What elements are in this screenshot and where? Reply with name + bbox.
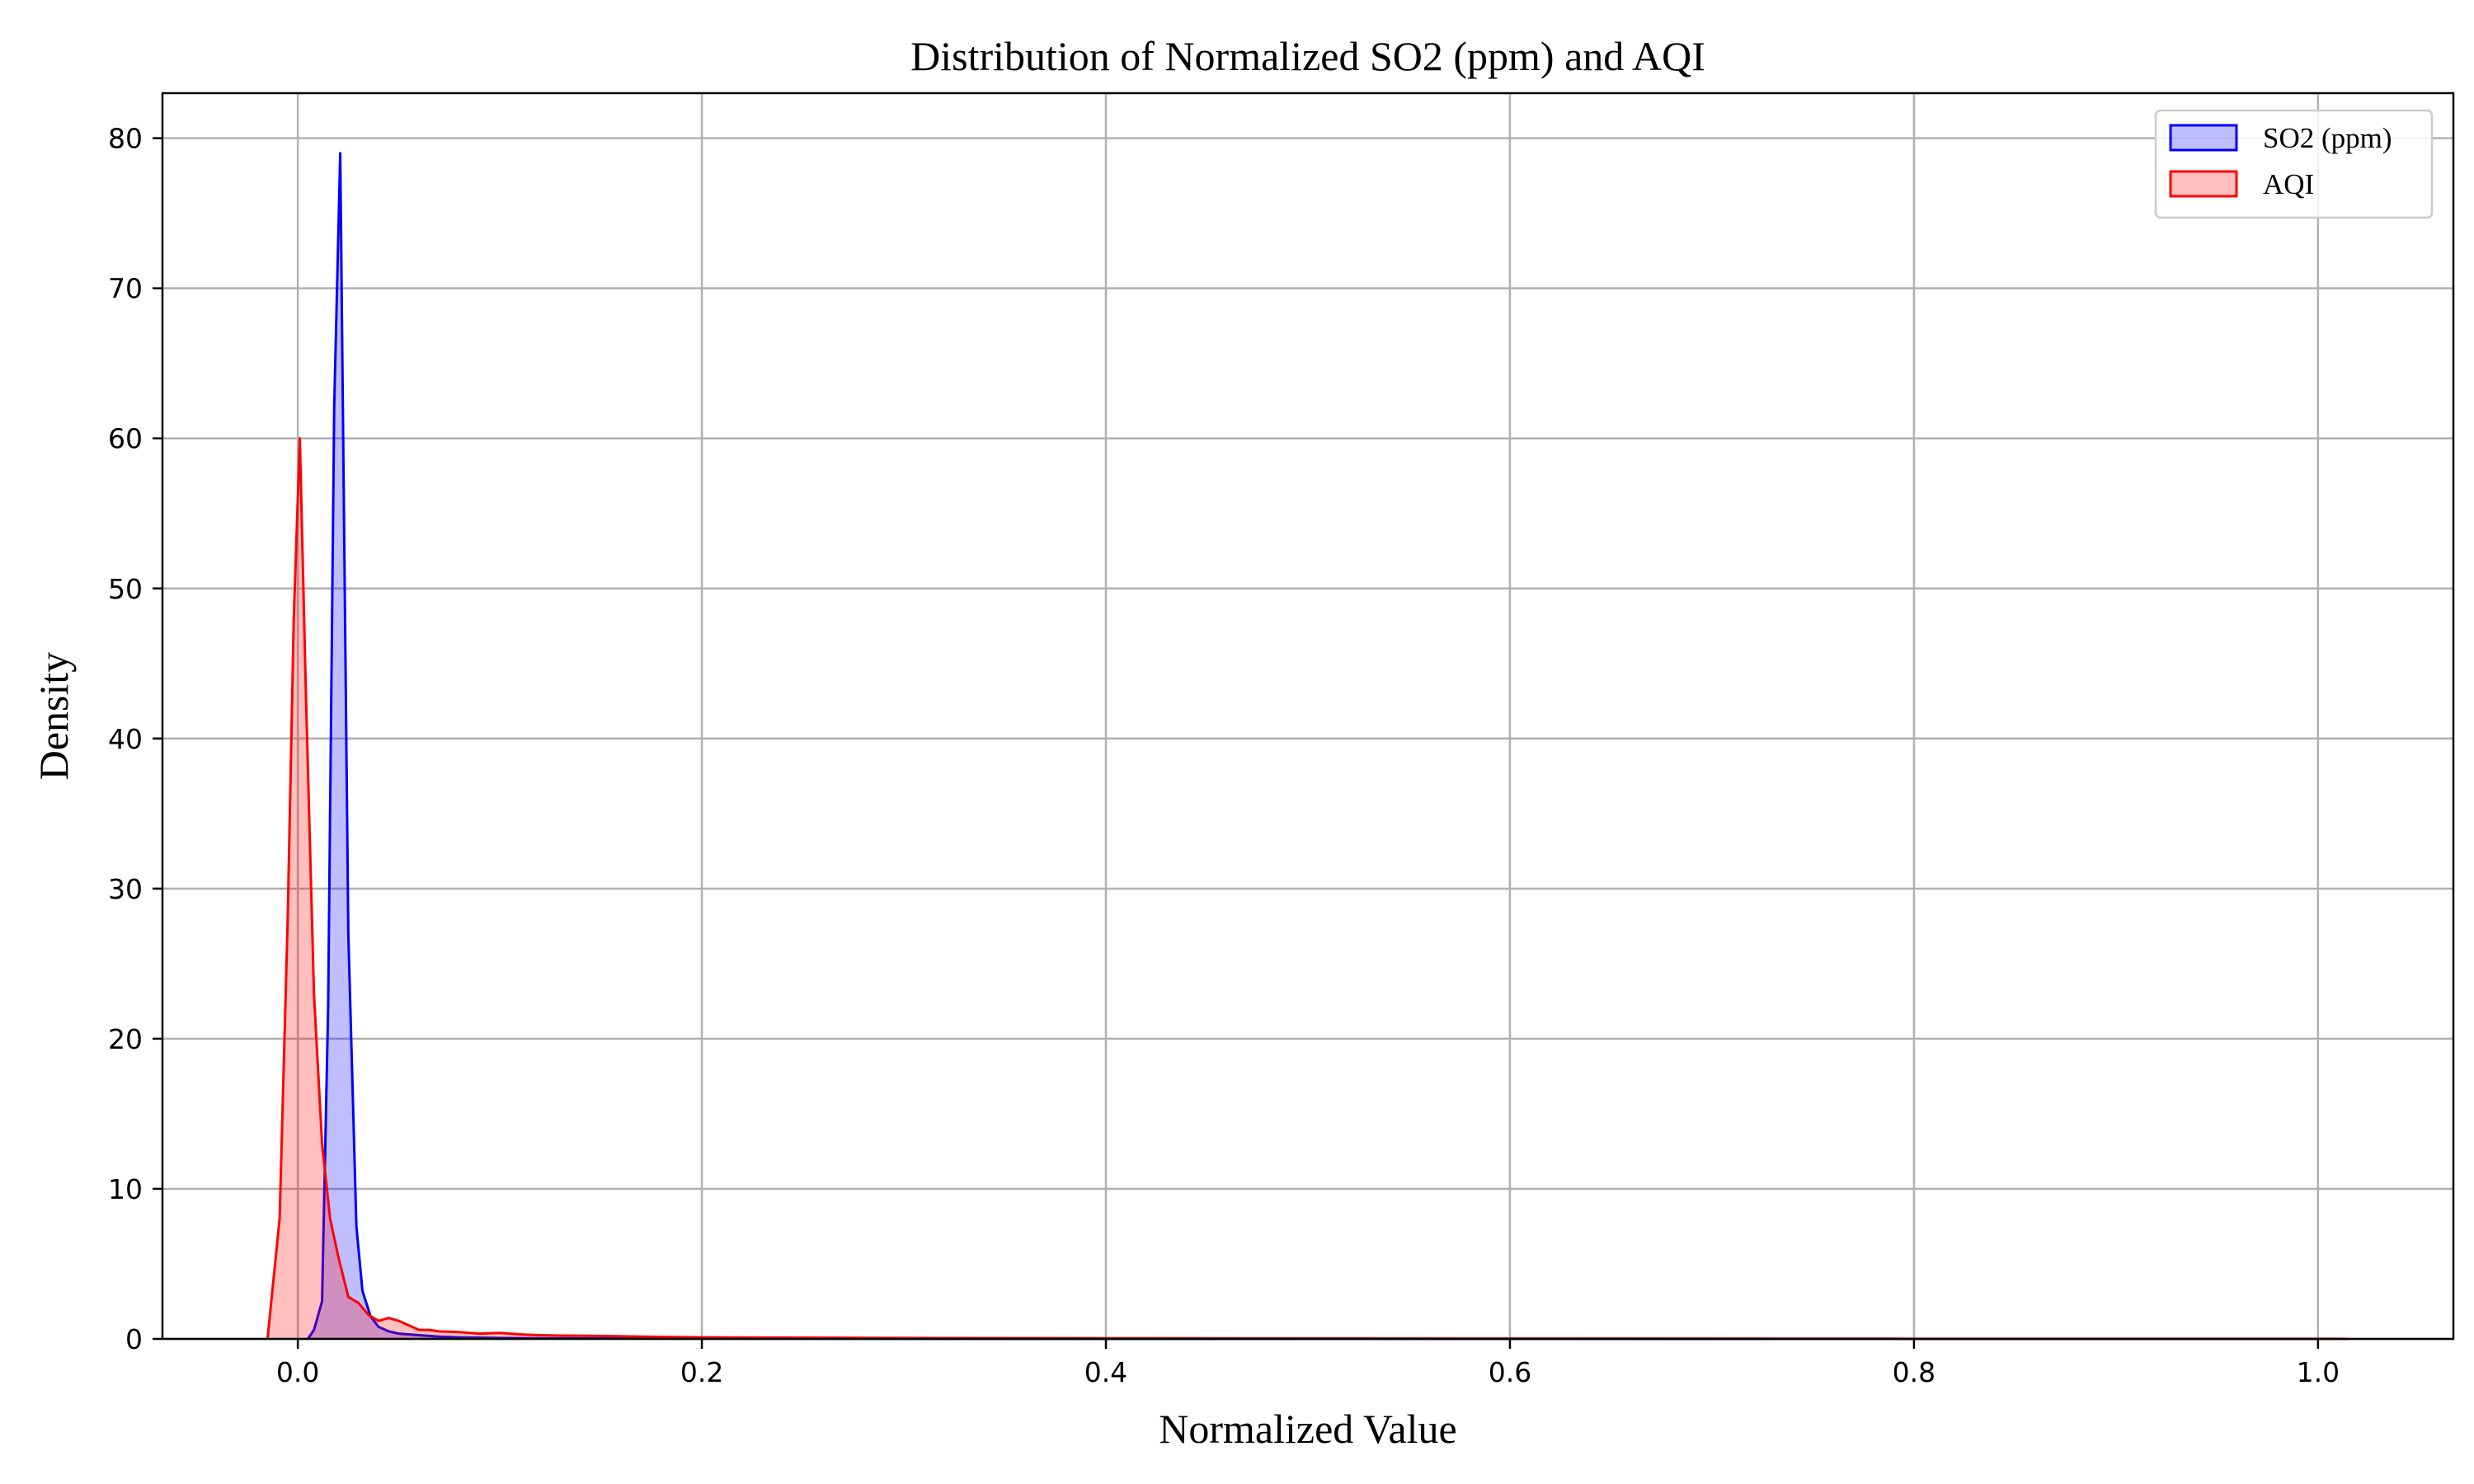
series-area-so2-ppm [308,153,2318,1339]
legend-swatch [2169,124,2238,152]
legend-box [2154,109,2434,219]
axis-ticks: 0.0 0.2 0.4 0.6 0.8 1.0 0 10 20 30 40 50 60 70 80 [108,123,2340,1388]
y-tick-label: 30 [108,873,143,905]
y-tick-label: 60 [108,423,143,455]
x-tick-label: 0.6 [1489,1356,1531,1388]
x-tick-label: 0.4 [1084,1356,1127,1388]
x-tick-label: 0.0 [276,1356,319,1388]
series-areas [266,152,2349,1341]
plot-frame [161,92,2455,1341]
x-axis-label: Normalized Value [1159,1406,1456,1452]
y-tick-label: 20 [108,1023,143,1055]
legend-label: SO2 (ppm) [2263,122,2392,154]
y-tick-label: 10 [108,1173,143,1205]
legend-label: AQI [2263,168,2314,200]
y-axis-label: Density [31,652,77,781]
x-tick-label: 1.0 [2297,1356,2340,1388]
chart-title: Distribution of Normalized SO2 (ppm) and… [910,33,1705,79]
y-tick-label: 40 [108,723,143,755]
series-line-so2-ppm [307,152,2318,1341]
x-tick-label: 0.2 [680,1356,723,1388]
legend: SO2 (ppm) AQI [2154,109,2434,219]
y-tick-label: 80 [108,123,143,155]
grid-lines [162,93,2453,1341]
y-tick-label: 70 [108,273,143,305]
y-tick-label: 0 [125,1323,143,1355]
legend-swatch [2169,170,2238,198]
x-tick-label: 0.8 [1893,1356,1935,1388]
y-tick-label: 50 [108,573,143,605]
